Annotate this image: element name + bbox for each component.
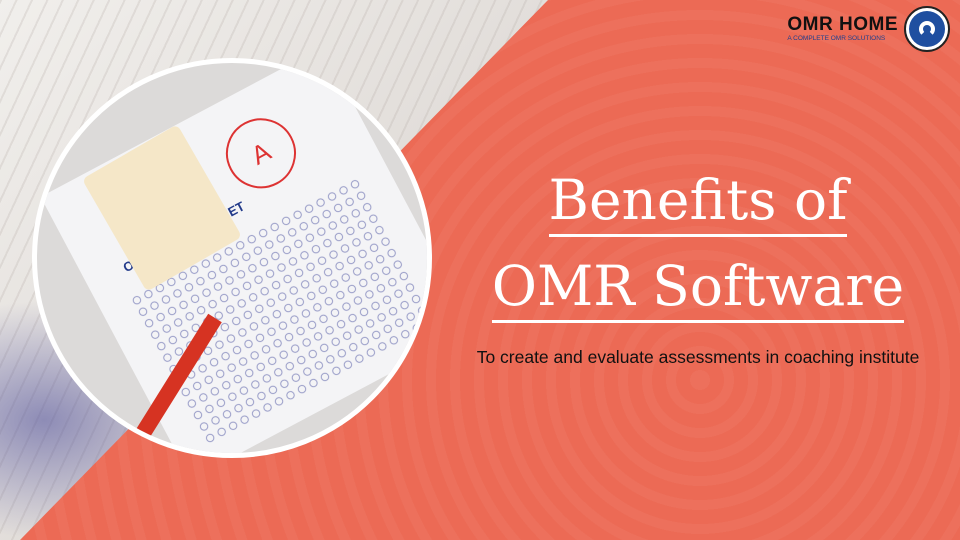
subtitle: To create and evaluate assessments in co… [476, 347, 920, 367]
logo-icon [904, 6, 950, 52]
logo-name: OMR HOME [787, 14, 898, 35]
grade-mark: A [213, 105, 309, 201]
answer-sheet: ON - ANSWER SHEET A [40, 63, 427, 453]
answer-sheet-photo: ON - ANSWER SHEET A [32, 58, 432, 458]
logo-tagline: A COMPLETE OMR SOLUTIONS [787, 35, 886, 42]
heading-line-1: Benefits of [470, 168, 926, 237]
logo: OMR HOME A COMPLETE OMR SOLUTIONS [787, 6, 950, 52]
heading-line-2: OMR Software [470, 254, 926, 323]
